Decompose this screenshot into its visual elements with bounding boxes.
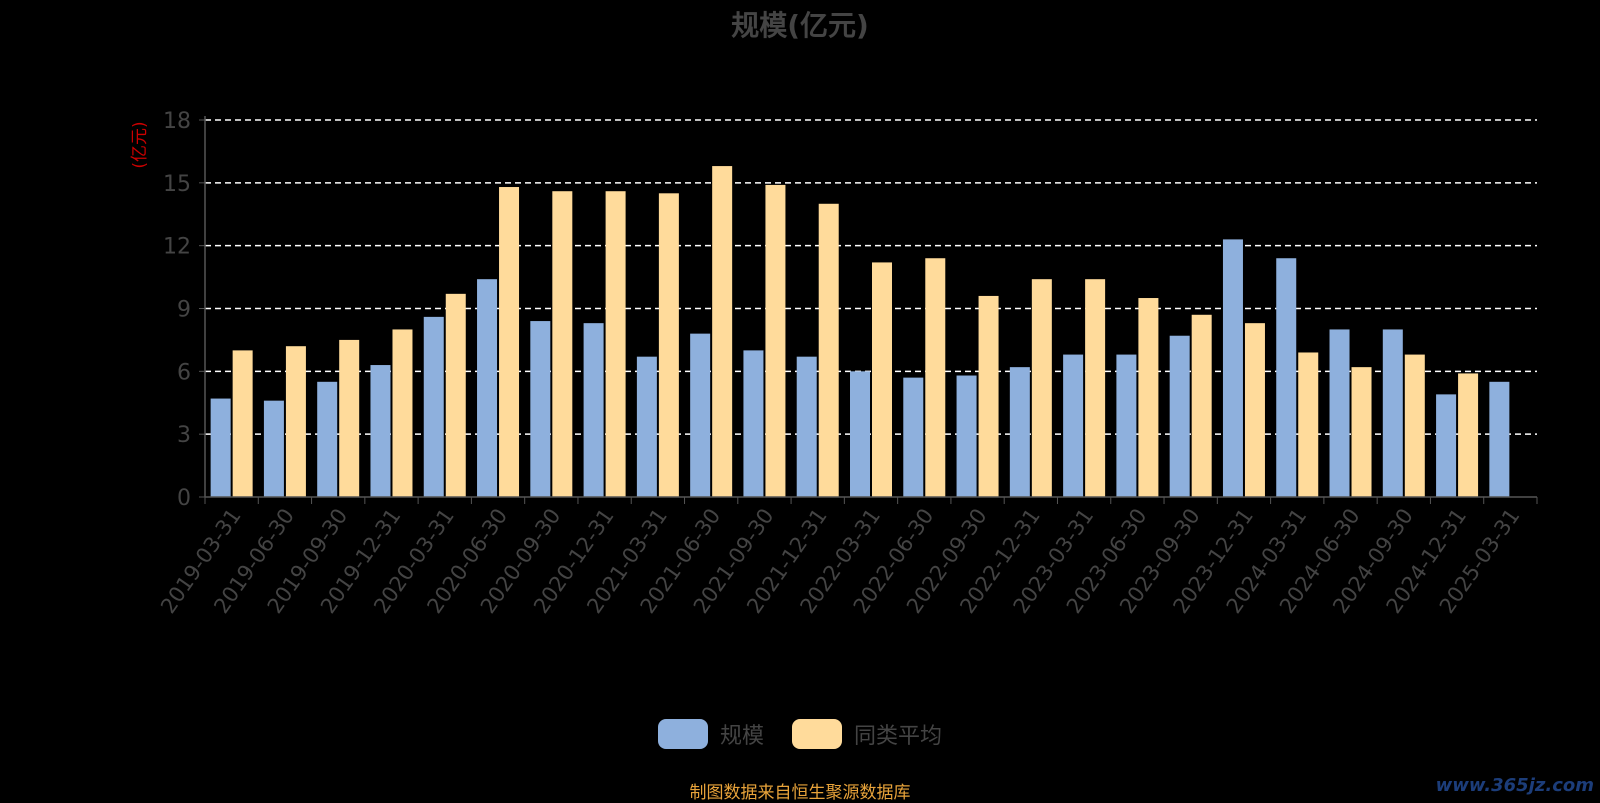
y-tick-label: 9	[177, 298, 191, 323]
bar-peer-average[interactable]	[1404, 354, 1425, 497]
legend: 规模 同类平均	[0, 718, 1600, 750]
bar-scale[interactable]	[583, 323, 604, 497]
bar-scale[interactable]	[636, 356, 657, 497]
bar-scale[interactable]	[423, 316, 444, 497]
y-axis-ticks: 0 3 6 9 12 15 18	[163, 109, 205, 511]
bar-peer-average[interactable]	[1031, 279, 1052, 497]
bar-peer-average[interactable]	[712, 166, 733, 498]
bar-scale[interactable]	[1436, 394, 1457, 497]
bar-peer-average[interactable]	[1138, 298, 1159, 497]
bar-scale[interactable]	[1222, 239, 1243, 497]
bar-peer-average[interactable]	[925, 258, 946, 497]
bar-scale[interactable]	[1009, 367, 1030, 497]
bar-peer-average[interactable]	[1458, 373, 1479, 497]
legend-swatch-scale	[657, 719, 708, 749]
bar-scale[interactable]	[1116, 354, 1137, 497]
bar-peer-average[interactable]	[1191, 314, 1212, 497]
y-axis-label: (亿元)	[130, 121, 150, 168]
bar-peer-average[interactable]	[872, 262, 892, 497]
bar-peer-average[interactable]	[765, 184, 786, 497]
bar-peer-average[interactable]	[232, 350, 253, 497]
bar-scale[interactable]	[1382, 329, 1403, 497]
bar-scale[interactable]	[210, 398, 231, 497]
bar-scale[interactable]	[1489, 381, 1510, 497]
legend-label-scale: 规模	[719, 724, 764, 749]
bar-scale[interactable]	[370, 365, 391, 497]
y-tick-label: 3	[177, 423, 191, 448]
chart-title: 规模(亿元)	[731, 9, 869, 42]
bar-peer-average[interactable]	[499, 187, 520, 497]
bar-peer-average[interactable]	[1085, 279, 1106, 497]
bar-scale[interactable]	[1169, 335, 1190, 497]
bar-scale[interactable]	[477, 279, 498, 497]
bar-peer-average[interactable]	[445, 293, 466, 497]
bar-peer-average[interactable]	[605, 191, 626, 497]
bars	[210, 166, 1510, 498]
legend-swatch-peer-average	[792, 719, 842, 749]
y-tick-label: 15	[163, 172, 191, 197]
data-source-note: 制图数据来自恒生聚源数据库	[689, 783, 911, 803]
bar-peer-average[interactable]	[339, 339, 360, 497]
bar-scale[interactable]	[796, 356, 817, 497]
bar-scale[interactable]	[1063, 354, 1084, 497]
y-tick-label: 12	[163, 235, 191, 260]
bar-scale[interactable]	[530, 321, 551, 497]
bar-peer-average[interactable]	[1351, 367, 1372, 497]
legend-label-peer-average: 同类平均	[854, 724, 943, 749]
watermark-logo: www.365jz.com	[1435, 775, 1594, 796]
bar-scale[interactable]	[263, 400, 284, 497]
bar-peer-average[interactable]	[285, 346, 306, 497]
bar-peer-average[interactable]	[818, 203, 839, 497]
bar-peer-average[interactable]	[552, 191, 573, 497]
bar-scale[interactable]	[690, 333, 711, 497]
bar-peer-average[interactable]	[1298, 352, 1319, 497]
bar-peer-average[interactable]	[658, 193, 679, 498]
legend-item-scale[interactable]: 规模	[657, 718, 764, 750]
y-tick-label: 6	[177, 360, 191, 385]
legend-item-peer-average[interactable]: 同类平均	[792, 718, 942, 750]
x-axis-ticks: 2019-03-312019-06-302019-09-302019-12-31…	[156, 497, 1538, 618]
bar-peer-average[interactable]	[1244, 323, 1265, 497]
bar-scale[interactable]	[743, 350, 764, 497]
bar-scale[interactable]	[1329, 329, 1350, 497]
bar-scale[interactable]	[903, 377, 924, 497]
y-tick-label: 0	[177, 486, 191, 511]
bar-scale[interactable]	[850, 371, 870, 497]
bar-scale[interactable]	[1276, 258, 1297, 497]
bar-peer-average[interactable]	[392, 329, 413, 497]
y-tick-label: 18	[163, 109, 191, 134]
bar-scale[interactable]	[317, 381, 338, 497]
bar-peer-average[interactable]	[978, 295, 999, 497]
bar-scale[interactable]	[956, 375, 977, 497]
